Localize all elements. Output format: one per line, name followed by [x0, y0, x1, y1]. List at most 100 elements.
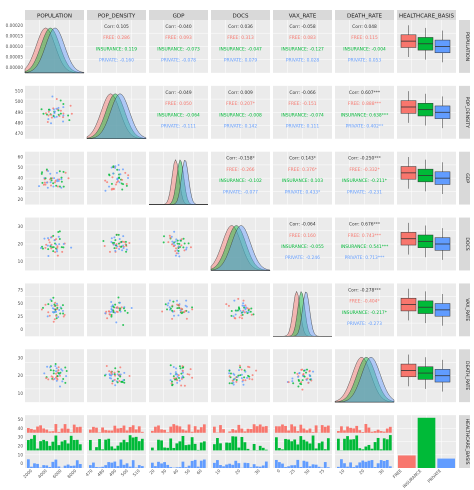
histogram-bar-free — [184, 430, 188, 433]
histogram-bar-free — [349, 427, 352, 433]
corr-text: FREE: 0.286 — [103, 35, 130, 41]
scatter-point-insurance — [62, 312, 65, 315]
scatter-point-insurance — [110, 182, 113, 185]
scatter-point-insurance — [178, 365, 181, 368]
scatter-point-private — [185, 305, 188, 308]
scatter-point-free — [55, 238, 58, 241]
scatter-point-private — [53, 177, 56, 180]
scatter-point-insurance — [47, 248, 50, 251]
scatter-point-insurance — [52, 234, 55, 237]
histogram-bar-private — [175, 467, 179, 468]
scatter-point-free — [128, 375, 131, 378]
scatter-point-insurance — [67, 114, 70, 117]
histogram-bar-private — [385, 459, 389, 468]
scatter-point-insurance — [118, 176, 121, 179]
histogram-bar-insurance — [166, 447, 170, 451]
histogram-bar-insurance — [137, 441, 141, 451]
scatter-point-free — [301, 388, 304, 391]
scatter-point-free — [108, 250, 111, 253]
scatter-point-insurance — [60, 180, 63, 183]
scatter-point-private — [108, 185, 111, 188]
scatter-point-private — [61, 309, 64, 312]
histogram-bar-free — [27, 428, 30, 433]
scatter-point-private — [172, 365, 175, 368]
scatter-point-free — [103, 244, 106, 247]
histogram-bar-insurance — [163, 447, 166, 451]
y-tick-label: 25 — [18, 314, 24, 319]
scatter-point-insurance — [169, 364, 172, 367]
histogram-bar-private — [69, 465, 73, 468]
histogram-bar-private — [89, 465, 92, 468]
density-free — [24, 27, 85, 74]
panel-pop_density-population — [25, 85, 84, 139]
histogram-bar-free — [122, 425, 126, 433]
histogram-bar-free — [190, 431, 194, 433]
scatter-point-private — [117, 164, 120, 167]
histogram-bar-insurance — [119, 442, 123, 451]
scatter-point-free — [58, 178, 61, 181]
histogram-bar-free — [101, 427, 104, 433]
scatter-point-insurance — [59, 112, 62, 115]
histogram-bar-free — [166, 432, 170, 433]
scatter-point-insurance — [116, 381, 119, 384]
x-tick-label: 20 — [234, 468, 242, 476]
y-tick-label: 0.00005 — [6, 55, 24, 60]
y-tick-label: 40 — [18, 176, 24, 181]
scatter-point-free — [45, 377, 48, 380]
histogram-bar-insurance — [382, 438, 386, 451]
scatter-point-private — [130, 306, 133, 309]
scatter-point-insurance — [112, 309, 115, 312]
y-tick-label: 10 — [18, 259, 24, 264]
scatter-point-private — [118, 237, 121, 240]
scatter-point-insurance — [56, 306, 59, 309]
histogram-bar-free — [160, 429, 163, 433]
scatter-point-private — [122, 235, 125, 238]
panel-vax_rate-population — [25, 283, 84, 337]
scatter-point-insurance — [187, 242, 190, 245]
scatter-point-insurance — [116, 377, 119, 380]
scatter-point-insurance — [52, 182, 55, 185]
scatter-point-insurance — [171, 305, 174, 308]
panel-population-healthcare_basis — [397, 20, 456, 73]
scatter-point-insurance — [174, 378, 177, 381]
histogram-bar-insurance — [51, 441, 55, 451]
scatter-point-private — [60, 178, 63, 181]
scatter-point-private — [70, 246, 73, 249]
scatter-point-free — [43, 181, 46, 184]
scatter-point-insurance — [176, 242, 179, 245]
scatter-point-private — [185, 246, 188, 249]
scatter-point-free — [42, 183, 45, 186]
scatter-point-private — [62, 114, 65, 117]
y-tick-label: 500 — [15, 99, 23, 104]
scatter-point-insurance — [62, 103, 65, 106]
histogram-bar-private — [213, 462, 216, 468]
scatter-point-insurance — [122, 307, 125, 310]
scatter-point-free — [52, 378, 55, 381]
scatter-point-insurance — [113, 241, 116, 244]
scatter-point-free — [169, 236, 172, 239]
scatter-point-insurance — [117, 370, 120, 373]
scatter-point-insurance — [239, 366, 242, 369]
scatter-point-free — [240, 314, 243, 317]
scatter-point-private — [114, 165, 117, 168]
scatter-point-free — [54, 251, 57, 254]
corr-text: INSURANCE: -0.064 — [157, 112, 200, 118]
scatter-point-free — [161, 310, 164, 313]
histogram-bar-free — [305, 430, 309, 433]
histogram-bar-free — [296, 431, 300, 433]
scatter-point-insurance — [120, 245, 123, 248]
histogram-bar-free — [364, 423, 368, 433]
histogram-bar-insurance — [172, 447, 176, 451]
scatter-point-free — [116, 311, 119, 314]
scatter-point-private — [174, 373, 177, 376]
strip-top-label: HEALTHCARE_BASIS — [399, 14, 454, 20]
panel-death_rate-healthcare_basis — [397, 349, 456, 403]
strip-right-label: DEATH_RATE — [464, 361, 470, 390]
scatter-point-private — [110, 237, 113, 240]
scatter-point-free — [115, 181, 118, 184]
histogram-bar-private — [95, 467, 98, 468]
y-tick-label: 0 — [20, 461, 23, 466]
y-tick-label: 0.00015 — [6, 33, 24, 38]
histogram-bar-free — [95, 427, 98, 433]
histogram-bar-free — [178, 426, 182, 433]
